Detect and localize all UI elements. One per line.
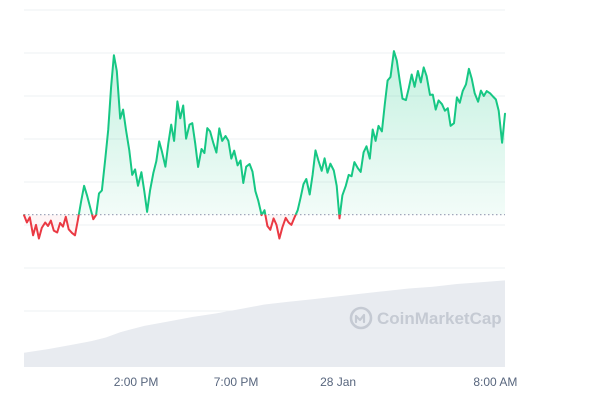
x-axis: 2:00 PM 7:00 PM 28 Jan 8:00 AM [114, 375, 518, 389]
watermark: CoinMarketCap [349, 306, 502, 330]
coinmarketcap-logo-icon [349, 306, 373, 330]
x-tick-label: 7:00 PM [214, 375, 259, 389]
price-area-fill-up [78, 51, 505, 215]
price-area-fill-down [24, 214, 505, 239]
x-tick-label: 28 Jan [320, 375, 356, 389]
watermark-text: CoinMarketCap [377, 309, 502, 328]
x-tick-label: 8:00 AM [473, 375, 517, 389]
x-tick-label: 2:00 PM [114, 375, 159, 389]
volume-area [24, 280, 505, 367]
price-line-up [23, 50, 506, 215]
